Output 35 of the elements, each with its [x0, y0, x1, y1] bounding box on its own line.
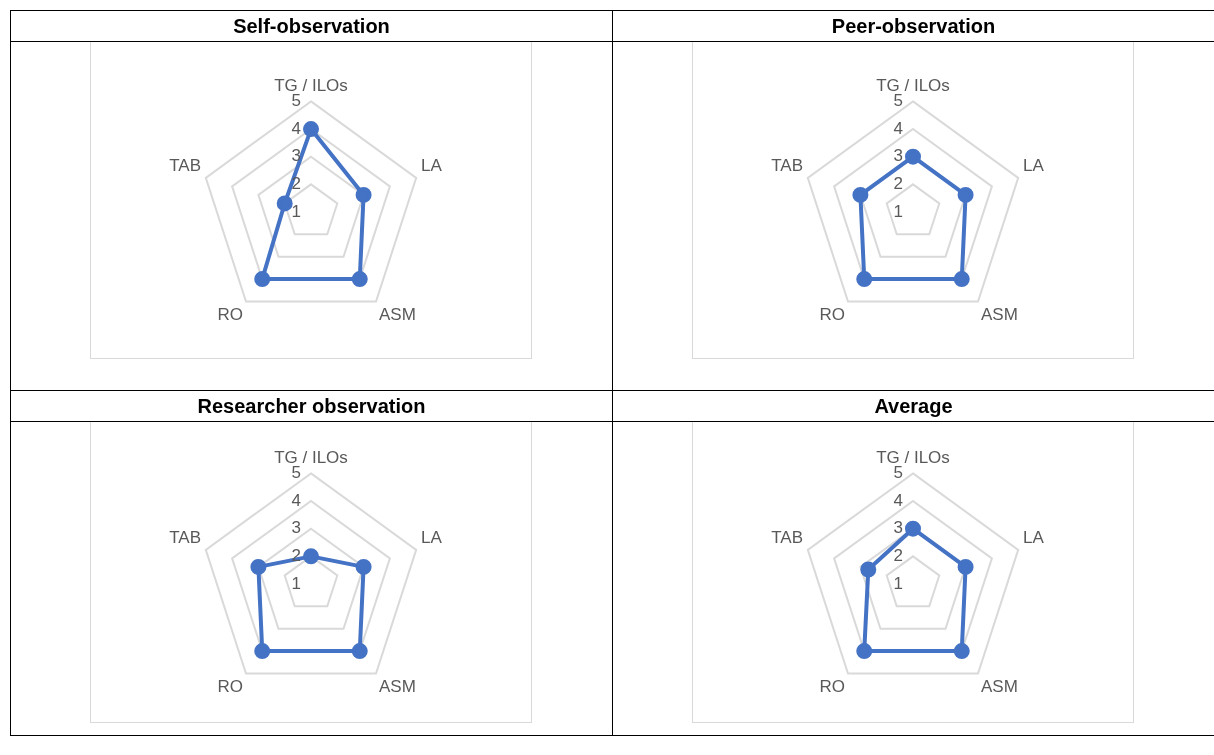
- chart-title: Average: [613, 391, 1214, 422]
- y-tick-label: 4: [893, 490, 903, 510]
- spoke-label: TAB: [169, 527, 202, 547]
- y-tick-label: 3: [291, 518, 301, 538]
- y-tick-label: 1: [893, 573, 903, 593]
- y-tick-label: 3: [291, 146, 301, 166]
- y-tick-label: 2: [291, 174, 301, 194]
- spoke-label: LA: [1022, 155, 1045, 175]
- y-tick-label: 4: [893, 118, 903, 138]
- y-tick-label: 2: [893, 546, 903, 566]
- chart-title: Researcher observation: [11, 391, 612, 422]
- spoke-label: LA: [420, 155, 443, 175]
- y-tick-label: 1: [893, 201, 903, 221]
- spoke-label: LA: [1022, 527, 1045, 547]
- y-tick-label: 4: [291, 118, 301, 138]
- spoke-label: ASM: [980, 677, 1018, 697]
- y-tick-label: 2: [893, 174, 903, 194]
- y-tick-label: 3: [893, 518, 903, 538]
- y-tick-label: 3: [893, 146, 903, 166]
- spoke-label: ASM: [378, 677, 416, 697]
- spoke-label: RO: [217, 677, 244, 697]
- chart-title: Peer-observation: [613, 11, 1214, 42]
- spoke-label: ASM: [378, 305, 416, 325]
- spoke-label: LA: [420, 527, 443, 547]
- spoke-label: RO: [819, 677, 846, 697]
- spoke-label: TAB: [771, 527, 804, 547]
- spoke-label: TAB: [771, 155, 804, 175]
- spoke-label: ASM: [980, 305, 1018, 325]
- y-tick-label: 1: [291, 201, 301, 221]
- chart-title: Self-observation: [11, 11, 612, 42]
- y-tick-label: 1: [291, 573, 301, 593]
- spoke-label: RO: [819, 305, 846, 325]
- y-tick-label: 4: [291, 490, 301, 510]
- spoke-label: TAB: [169, 155, 202, 175]
- spoke-label: RO: [217, 305, 244, 325]
